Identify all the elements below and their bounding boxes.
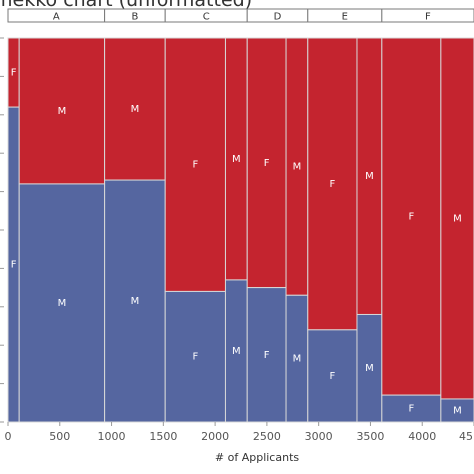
segment-label: F — [408, 212, 414, 223]
segment-label: F — [330, 179, 336, 190]
segment-label: F — [264, 158, 270, 169]
x-tick-label: 2000 — [201, 430, 229, 443]
bar-segment-top — [381, 37, 442, 396]
x-tick-label: 2500 — [253, 430, 281, 443]
x-tick-label: 1000 — [98, 430, 126, 443]
segment-label: F — [264, 350, 270, 361]
bar-segment-bottom — [307, 329, 358, 423]
x-tick-label: 500 — [49, 430, 70, 443]
segment-label: F — [11, 68, 17, 79]
segment-label: M — [453, 405, 462, 416]
x-tick-label: 45 — [459, 430, 473, 443]
segment-label: F — [192, 160, 198, 171]
bar-segment-bottom — [164, 290, 226, 423]
x-tick-label: 1500 — [149, 430, 177, 443]
bar-segment-top — [164, 37, 226, 292]
chart-title: mekko chart (unformatted) — [0, 0, 253, 11]
x-tick-label: 3500 — [356, 430, 384, 443]
segment-label: M — [365, 171, 374, 182]
segment-label: F — [330, 371, 336, 382]
x-tick-label: 0 — [5, 430, 12, 443]
group-header-label: A — [53, 12, 60, 23]
x-tick-label: 4000 — [408, 430, 436, 443]
segment-label: M — [232, 346, 241, 357]
segment-label: M — [293, 354, 302, 365]
bar-segment-bottom — [18, 183, 106, 423]
segment-label: M — [293, 162, 302, 173]
segment-label: M — [58, 298, 67, 309]
segment-label: M — [232, 154, 241, 165]
bar-segment-top — [356, 37, 383, 315]
bar-segment-top — [18, 37, 106, 185]
x-tick-label: 3000 — [305, 430, 333, 443]
x-axis-title: # of Applicants — [215, 451, 299, 464]
bar-segment-bottom — [104, 179, 166, 423]
group-header-label: D — [274, 12, 282, 23]
segment-label: M — [131, 104, 140, 115]
segment-label: F — [408, 404, 414, 415]
segment-label: M — [365, 363, 374, 374]
segment-label: F — [11, 260, 17, 271]
segment-label: F — [192, 352, 198, 363]
group-header-label: B — [131, 12, 138, 23]
group-header-label: E — [342, 12, 348, 23]
bar-segment-bottom — [356, 313, 383, 423]
group-header-label: C — [203, 12, 210, 23]
segment-label: M — [58, 106, 67, 117]
group-header-label: F — [425, 12, 431, 23]
segment-label: M — [131, 296, 140, 307]
segment-label: M — [453, 213, 462, 224]
